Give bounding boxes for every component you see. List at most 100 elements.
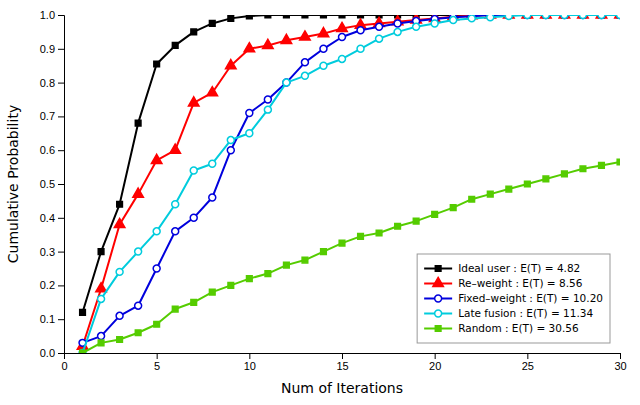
marker bbox=[320, 45, 327, 52]
legend-label: Ideal user : E(T) = 4.82 bbox=[458, 262, 580, 274]
tick: 0.5 bbox=[40, 178, 64, 190]
legend-box bbox=[417, 254, 610, 343]
tick-label: 10 bbox=[244, 360, 256, 372]
marker bbox=[98, 295, 105, 302]
marker bbox=[302, 15, 308, 18]
marker bbox=[227, 147, 234, 154]
marker bbox=[153, 265, 160, 272]
tick-mark bbox=[58, 218, 64, 219]
marker bbox=[376, 35, 383, 42]
tick-label: 0.4 bbox=[40, 212, 55, 224]
tick-label: 0.8 bbox=[40, 77, 55, 89]
marker bbox=[226, 60, 237, 69]
legend-label: Fixed–weight : E(T) = 10.20 bbox=[458, 292, 603, 304]
marker bbox=[487, 15, 494, 21]
marker bbox=[247, 15, 253, 19]
tick-label: 30 bbox=[614, 360, 626, 372]
legend-marker bbox=[435, 326, 441, 332]
legend-label: Re–weight : E(T) = 8.56 bbox=[458, 277, 583, 289]
marker bbox=[188, 97, 199, 106]
tick: 5 bbox=[154, 353, 160, 372]
tick-mark bbox=[157, 353, 158, 359]
tick-label: 0.6 bbox=[40, 144, 55, 156]
marker bbox=[376, 23, 383, 30]
marker bbox=[395, 223, 401, 229]
tick-label: 0.0 bbox=[40, 347, 55, 359]
tick: 0 bbox=[61, 353, 67, 372]
marker bbox=[135, 302, 142, 309]
tick-label: 0 bbox=[61, 360, 67, 372]
tick-label: 15 bbox=[336, 360, 348, 372]
marker bbox=[376, 230, 382, 236]
marker bbox=[596, 15, 607, 18]
marker bbox=[321, 249, 327, 255]
marker bbox=[117, 337, 123, 343]
y-axis: 0.00.10.20.30.40.50.60.70.80.91.0 bbox=[40, 9, 65, 359]
marker bbox=[172, 306, 178, 312]
marker bbox=[172, 228, 179, 235]
tick-mark bbox=[58, 353, 64, 354]
marker bbox=[541, 15, 552, 18]
tick: 0.6 bbox=[40, 144, 64, 156]
series-line bbox=[83, 162, 620, 353]
tick: 25 bbox=[522, 353, 534, 372]
tick: 15 bbox=[336, 353, 348, 372]
marker bbox=[227, 137, 234, 144]
marker bbox=[79, 350, 86, 353]
marker bbox=[431, 20, 438, 27]
marker bbox=[468, 15, 475, 22]
tick-label: 25 bbox=[522, 360, 534, 372]
marker bbox=[524, 15, 531, 18]
tick-mark bbox=[58, 83, 64, 84]
marker bbox=[209, 289, 215, 295]
legend-marker bbox=[435, 295, 442, 302]
marker bbox=[450, 205, 456, 211]
marker bbox=[247, 276, 253, 282]
chart: 0510152025300.00.10.20.30.40.50.60.70.80… bbox=[0, 0, 640, 405]
tick: 0.8 bbox=[40, 77, 64, 89]
tick-label: 0.1 bbox=[40, 313, 55, 325]
marker bbox=[170, 144, 181, 153]
marker bbox=[265, 15, 271, 18]
marker bbox=[172, 43, 178, 49]
marker bbox=[209, 21, 215, 27]
legend-item: Ideal user : E(T) = 4.82 bbox=[424, 262, 580, 274]
marker bbox=[116, 268, 123, 275]
legend-marker bbox=[435, 310, 442, 317]
marker bbox=[98, 249, 104, 255]
tick: 30 bbox=[614, 353, 626, 372]
marker bbox=[98, 340, 104, 346]
plot: 0510152025300.00.10.20.30.40.50.60.70.80… bbox=[40, 9, 627, 372]
marker bbox=[264, 96, 271, 103]
marker bbox=[283, 79, 290, 86]
marker bbox=[506, 186, 512, 192]
marker bbox=[135, 248, 142, 255]
tick-mark bbox=[58, 285, 64, 286]
marker bbox=[265, 271, 271, 277]
marker bbox=[561, 15, 568, 18]
tick-mark bbox=[249, 353, 250, 359]
tick: 1.0 bbox=[40, 9, 64, 21]
legend-label: Random : E(T) = 30.56 bbox=[458, 322, 579, 334]
legend: Ideal user : E(T) = 4.82 Re–weight : E(T)… bbox=[417, 254, 610, 343]
marker bbox=[191, 29, 197, 35]
tick: 0.2 bbox=[40, 279, 64, 291]
series-line bbox=[83, 15, 620, 312]
marker bbox=[246, 130, 253, 137]
legend-item: Random : E(T) = 30.56 bbox=[424, 322, 579, 334]
marker bbox=[598, 15, 605, 18]
marker bbox=[209, 160, 216, 167]
marker bbox=[117, 201, 123, 207]
marker bbox=[228, 283, 234, 289]
legend-item: Late fusion : E(T) = 11.34 bbox=[424, 307, 593, 319]
marker bbox=[244, 43, 255, 52]
marker bbox=[559, 15, 570, 18]
tick: 20 bbox=[429, 353, 441, 372]
tick-mark bbox=[58, 15, 64, 16]
marker bbox=[337, 22, 348, 31]
marker bbox=[599, 15, 605, 18]
marker bbox=[413, 23, 420, 30]
y-axis-title: Cumulative Probability bbox=[5, 105, 21, 263]
marker bbox=[562, 15, 568, 18]
marker bbox=[301, 59, 308, 66]
